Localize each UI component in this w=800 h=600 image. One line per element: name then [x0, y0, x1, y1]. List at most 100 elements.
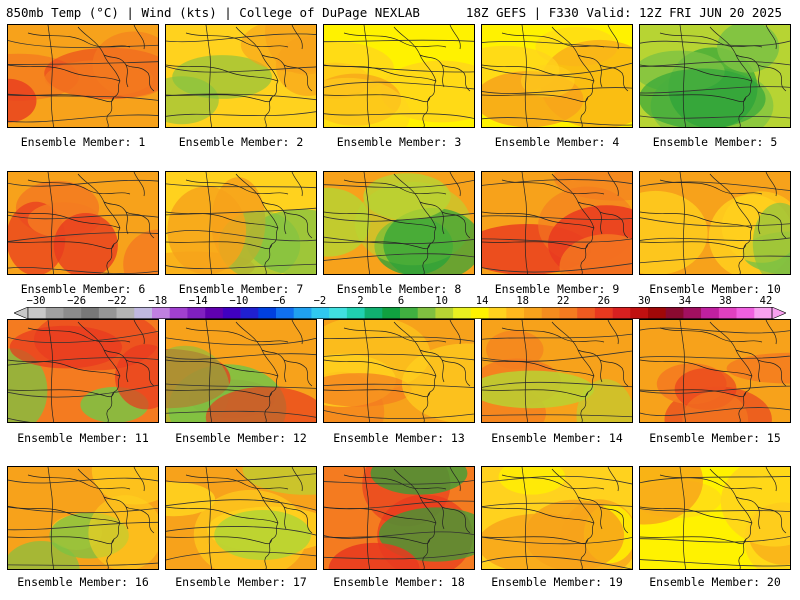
temperature-field-map [482, 320, 632, 422]
height-contour-line [324, 81, 474, 90]
height-contour-line [8, 357, 158, 366]
ensemble-member-label-18: Ensemble Member: 18 [333, 575, 465, 589]
colorbar-swatch [559, 307, 578, 319]
temperature-anomaly-region [167, 186, 247, 274]
state-boundary-line [640, 389, 747, 398]
state-boundary-line [125, 506, 155, 534]
temperature-field-map [640, 320, 790, 422]
state-boundary-line [8, 211, 121, 229]
height-contour-line [8, 232, 158, 242]
colorbar-swatch [648, 307, 667, 319]
state-boundary-line [343, 327, 447, 343]
ensemble-member-label-12: Ensemble Member: 12 [175, 431, 307, 445]
state-boundary-line [441, 211, 471, 239]
state-boundary-line [738, 80, 753, 127]
colorbar-swatch [665, 307, 684, 319]
state-boundary-line [133, 25, 145, 50]
height-contour-line [166, 111, 316, 117]
state-boundary-line [482, 64, 595, 82]
temperature-anomaly-region [9, 325, 123, 369]
temperature-field-map [482, 25, 632, 127]
colorbar-swatch [754, 307, 773, 319]
colorbar-swatch [541, 307, 560, 319]
state-boundary-line [738, 227, 753, 274]
height-contour-line [482, 87, 632, 94]
height-contour-line [8, 417, 31, 422]
state-boundary-line [324, 241, 431, 250]
colorbar-swatch [240, 307, 259, 319]
colorbar-tick-label: 14 [475, 295, 489, 307]
state-boundary-line [166, 211, 279, 229]
ensemble-map-panel-2 [165, 24, 317, 128]
colorbar-swatch [311, 307, 330, 319]
state-boundary-line [521, 320, 529, 422]
state-boundary-line [166, 241, 273, 250]
height-contour-line [640, 536, 790, 543]
colorbar-tick-label: −14 [188, 295, 208, 307]
ensemble-map-panel-10 [639, 171, 791, 275]
state-boundary-line [47, 320, 55, 422]
colorbar-swatch [293, 307, 312, 319]
state-boundary-line [607, 467, 619, 492]
state-boundary-line [363, 25, 371, 127]
state-boundary-line [765, 172, 777, 197]
height-contour-line [8, 61, 158, 65]
colorbar-swatch [488, 307, 507, 319]
height-contour-line [482, 350, 632, 362]
state-boundary-line [185, 179, 289, 195]
colorbar-swatch [116, 307, 135, 319]
ensemble-map-panel-18 [323, 466, 475, 570]
ensemble-map-panel-8 [323, 171, 475, 275]
temperature-field-map [166, 25, 316, 127]
state-boundary-line [449, 320, 461, 345]
state-boundary-line [291, 172, 303, 197]
state-boundary-line [324, 389, 431, 398]
height-contour-line [324, 383, 474, 388]
ensemble-map-panel-20 [639, 466, 791, 570]
ensemble-member-label-14: Ensemble Member: 14 [491, 431, 623, 445]
state-boundary-line [501, 32, 605, 48]
temperature-anomaly-region [8, 78, 37, 123]
ensemble-map-panel-13 [323, 319, 475, 423]
state-boundary-line [765, 320, 777, 345]
state-boundary-line [8, 506, 121, 524]
height-contour-line [482, 215, 632, 220]
colorbar-tick-label: 34 [678, 295, 692, 307]
state-boundary-line [640, 536, 747, 545]
colorbar-right-arrow [771, 307, 786, 319]
temperature-anomaly-region [91, 467, 158, 505]
height-contour-line [166, 207, 316, 216]
colorbar-swatch [258, 307, 277, 319]
height-contour-line [482, 179, 632, 186]
height-contour-line [640, 559, 790, 567]
colorbar-swatch [630, 307, 649, 319]
state-boundary-line [659, 474, 763, 490]
state-boundary-line [738, 375, 753, 422]
state-boundary-line [106, 522, 121, 569]
height-contour-line [8, 477, 158, 484]
state-boundary-line [324, 94, 431, 103]
ensemble-member-label-6: Ensemble Member: 6 [20, 282, 146, 296]
state-boundary-line [133, 320, 145, 345]
temperature-anomaly-region [521, 64, 575, 98]
height-contour-line [640, 327, 790, 334]
temperature-colorbar [14, 307, 786, 319]
state-boundary-line [47, 25, 55, 127]
temperature-anomaly-region [328, 542, 420, 569]
colorbar-swatch [152, 307, 171, 319]
height-contour-line [166, 337, 316, 346]
colorbar-tick-label: −22 [107, 295, 127, 307]
height-contour-line [8, 114, 158, 123]
state-boundary-line [449, 172, 461, 197]
colorbar-border [27, 307, 773, 319]
state-boundary-line [679, 320, 687, 422]
state-boundary-line [501, 474, 605, 490]
ensemble-member-label-13: Ensemble Member: 13 [333, 431, 465, 445]
height-contour-line [482, 62, 632, 76]
height-contour-line [8, 266, 158, 274]
height-contour-line [8, 40, 158, 48]
state-boundary-line [8, 359, 121, 377]
state-boundary-line [640, 64, 753, 82]
state-boundary-line [291, 320, 303, 345]
temperature-anomaly-region [88, 495, 158, 569]
